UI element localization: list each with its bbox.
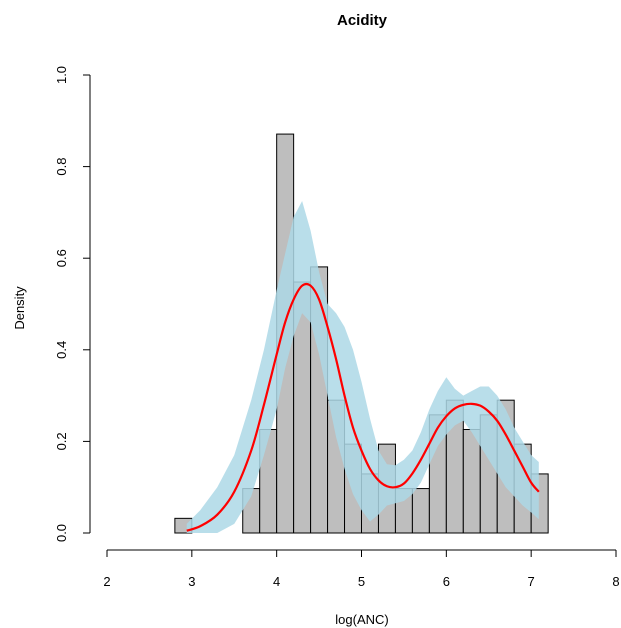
y-axis-label: Density — [12, 286, 27, 330]
x-tick-label: 4 — [273, 574, 280, 589]
x-tick-label: 2 — [103, 574, 110, 589]
y-tick-label: 1.0 — [54, 66, 69, 84]
histogram-bar — [462, 428, 481, 534]
confidence-band-area — [186, 200, 539, 533]
y-tick-label: 0.0 — [54, 524, 69, 542]
x-axis: 2 3 4 5 6 7 8 — [103, 549, 620, 589]
x-axis-label: log(ANC) — [335, 612, 388, 627]
x-tick-label: 7 — [528, 574, 535, 589]
y-axis: 0.0 0.2 0.4 0.6 0.8 1.0 — [54, 66, 91, 542]
confidence-band — [186, 200, 539, 533]
y-tick-label: 0.8 — [54, 158, 69, 176]
histogram-bar — [411, 488, 430, 534]
y-tick-label: 0.2 — [54, 432, 69, 450]
y-tick-label: 0.6 — [54, 249, 69, 267]
x-tick-label: 6 — [443, 574, 450, 589]
y-tick-label: 0.4 — [54, 341, 69, 359]
density-curve — [186, 282, 540, 532]
x-tick-label: 8 — [612, 574, 619, 589]
density-curve-line — [186, 282, 540, 532]
chart-title: Acidity — [337, 12, 388, 29]
x-tick-label: 5 — [358, 574, 365, 589]
x-tick-label: 3 — [188, 574, 195, 589]
